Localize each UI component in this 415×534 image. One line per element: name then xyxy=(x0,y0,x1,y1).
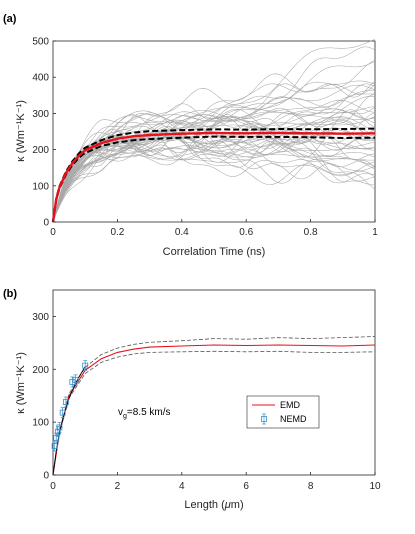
nemd-data-point xyxy=(72,374,79,386)
annotation-subscript: g xyxy=(123,413,127,420)
panel-a-label: (a) xyxy=(3,13,17,25)
annotation-v: v xyxy=(118,407,123,418)
legend-nemd-swatch xyxy=(261,413,267,425)
nemd-data-point xyxy=(59,407,66,418)
individual-run-line xyxy=(52,117,376,223)
individual-run-line xyxy=(52,106,376,223)
individual-run-line xyxy=(52,114,376,223)
individual-run-line xyxy=(52,144,375,223)
panel-b-x-tick-label: 10 xyxy=(369,481,381,492)
individual-run-line xyxy=(52,135,376,223)
individual-run-line xyxy=(52,124,376,223)
legend-nemd-label: NEMD xyxy=(280,414,307,424)
individual-run-line xyxy=(52,125,376,223)
panel-a-x-tick-label: 0.6 xyxy=(239,227,253,238)
emd-line xyxy=(52,344,376,476)
panel-b-y-ticks: 0 100 200 300 xyxy=(32,312,56,482)
panel-b-y-tick-label: 100 xyxy=(32,418,49,429)
emd-lower-bound-line xyxy=(52,350,376,476)
panel-b-y-tick-label: 0 xyxy=(43,471,49,482)
individual-run-line xyxy=(52,73,376,223)
panel-a-y-axis-label: κ (Wm⁻¹K⁻¹) xyxy=(15,100,27,162)
panel-b-x-ticks: 0 2 4 6 8 10 xyxy=(50,472,381,492)
panel-a-plot-frame xyxy=(52,40,376,223)
nemd-data-point xyxy=(82,360,89,371)
panel-b-x-tick-label: 2 xyxy=(115,481,121,492)
group-velocity-annotation: vg=8.5 km/s xyxy=(118,407,171,420)
panel-a-individual-runs xyxy=(52,39,376,223)
panel-a-x-axis-label: Correlation Time (ns) xyxy=(163,246,266,258)
legend-emd-label: EMD xyxy=(280,400,301,410)
panel-a-y-tick-label: 0 xyxy=(43,218,49,229)
panel-b-x-tick-label: 0 xyxy=(50,481,56,492)
individual-run-line xyxy=(52,126,376,223)
panel-b-nemd-points xyxy=(51,360,89,452)
panel-b-x-tick-label: 6 xyxy=(243,481,249,492)
individual-run-line xyxy=(52,141,376,223)
individual-run-line xyxy=(52,93,376,223)
panel-a-x-tick-label: 0.8 xyxy=(304,227,318,238)
panel-a-y-tick-label: 300 xyxy=(32,109,49,120)
individual-run-line xyxy=(52,109,376,223)
nemd-data-point xyxy=(56,422,63,433)
panel-a-x-tick-label: 0.2 xyxy=(110,227,124,238)
nemd-data-point xyxy=(62,396,69,408)
panel-b-x-axis-label: Length (μm) xyxy=(184,499,243,511)
panel-a-y-tick-label: 400 xyxy=(32,73,49,84)
panel-b: (b) 0 2 4 6 8 10 0 100 200 300 vg=8.5 km/s EMD N… xyxy=(3,288,381,511)
panel-b-x-tick-label: 8 xyxy=(308,481,314,492)
panel-a-y-tick-label: 100 xyxy=(32,181,49,192)
mu-symbol: μ xyxy=(224,499,231,511)
individual-run-line xyxy=(52,139,376,223)
panel-a-y-tick-label: 200 xyxy=(32,145,49,156)
panel-b-legend: EMD NEMD xyxy=(246,395,320,429)
panel-b-y-tick-label: 200 xyxy=(32,365,49,376)
individual-run-line xyxy=(52,39,376,223)
panel-b-plot-frame xyxy=(52,289,376,476)
panel-b-y-axis-label: κ (Wm⁻¹K⁻¹) xyxy=(15,352,27,414)
panel-a: (a) 0 0.2 0.4 0.6 0.8 1 0 100 200 300 400 500 Corr… xyxy=(3,13,378,258)
panel-a-y-ticks: 0 100 200 300 400 500 xyxy=(32,37,56,229)
panel-a-x-tick-label: 0.4 xyxy=(175,227,189,238)
panel-a-x-tick-label: 0 xyxy=(50,227,56,238)
panel-b-label: (b) xyxy=(3,288,17,300)
panel-b-x-tick-label: 4 xyxy=(179,481,185,492)
legend-box xyxy=(246,395,320,429)
panel-b-y-tick-label: 300 xyxy=(32,312,49,323)
panel-a-mean-lines xyxy=(51,127,376,223)
individual-run-line xyxy=(52,111,376,223)
panel-a-y-tick-label: 500 xyxy=(32,37,49,48)
individual-run-line xyxy=(52,80,376,223)
panel-a-x-tick-label: 1 xyxy=(372,227,378,238)
mean-line xyxy=(51,131,376,223)
individual-run-line xyxy=(52,84,376,223)
panel-a-x-ticks: 0 0.2 0.4 0.6 0.8 1 xyxy=(50,219,378,238)
annotation-rest: =8.5 km/s xyxy=(127,407,171,418)
